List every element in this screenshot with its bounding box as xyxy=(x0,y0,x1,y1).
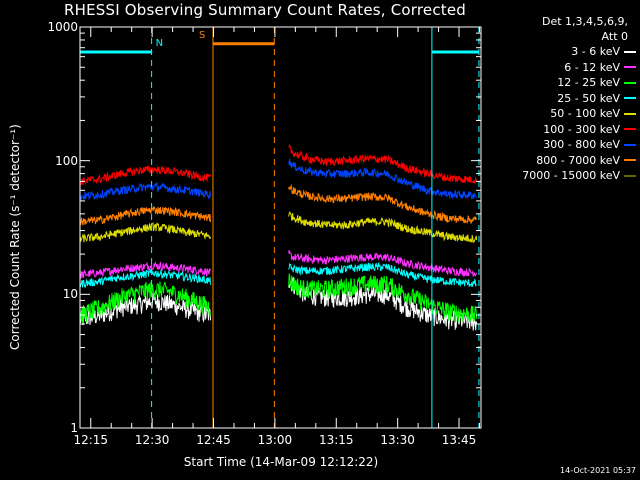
series-line-25-50keV-seg0 xyxy=(79,269,211,289)
legend-entry-label: 50 - 100 keV xyxy=(550,107,620,121)
series-line-300-800keV-seg0 xyxy=(79,181,211,201)
series-line-100-300keV-seg0 xyxy=(79,165,211,186)
legend-swatch xyxy=(624,66,636,69)
legend-swatch xyxy=(624,97,636,100)
y-tick-label: 10 xyxy=(62,287,78,302)
x-axis-label: Start Time (14-Mar-09 12:12:22) xyxy=(183,455,379,469)
flag-label-S: S xyxy=(198,29,206,41)
series-line-50-100keV-seg0 xyxy=(79,221,211,243)
series-line-25-50keV-seg1 xyxy=(288,261,478,287)
x-tick-label: 13:15 xyxy=(318,433,354,447)
series-line-6-12keV-seg0 xyxy=(79,261,211,280)
chart-title: RHESSI Observing Summary Count Rates, Co… xyxy=(63,1,466,19)
flag-label-N: N xyxy=(155,38,164,49)
y-tick-label: 1000 xyxy=(47,20,78,34)
legend-swatch xyxy=(624,159,636,162)
legend-entry-label: 25 - 50 keV xyxy=(557,91,620,105)
legend-entry-label: 100 - 300 keV xyxy=(543,122,620,136)
legend-entry: 12 - 25 keV xyxy=(484,75,636,91)
legend-entries: 3 - 6 keV 6 - 12 keV 12 - 25 keV 25 - 50 ke… xyxy=(484,44,636,184)
legend-swatch xyxy=(624,143,636,146)
legend-entry: 100 - 300 keV xyxy=(484,122,636,138)
series-line-12-25keV-seg0 xyxy=(79,281,211,324)
series-line-12-25keV-seg1 xyxy=(288,273,478,323)
legend-entry-label: 300 - 800 keV xyxy=(543,138,620,152)
x-tick-label: 12:45 xyxy=(196,433,231,447)
y-tick-label: 1 xyxy=(70,421,78,435)
legend-entry: 300 - 800 keV xyxy=(484,137,636,153)
legend-entry-label: 800 - 7000 keV xyxy=(536,153,620,167)
legend-entry: 3 - 6 keV xyxy=(484,44,636,60)
legend-swatch xyxy=(624,50,636,53)
y-tick-label: 100 xyxy=(55,153,78,168)
plot-frame xyxy=(79,26,482,429)
legend-entry-label: 6 - 12 keV xyxy=(564,60,620,74)
legend-header-detectors: Det 1,3,4,5,6,9, xyxy=(541,15,628,28)
legend-entry: 800 - 7000 keV xyxy=(484,153,636,169)
series-line-3-6keV-seg0 xyxy=(79,292,211,326)
series-line-6-12keV-seg1 xyxy=(288,249,478,278)
legend-entry: 7000 - 15000 keV xyxy=(484,168,636,184)
legend-entry: 25 - 50 keV xyxy=(484,91,636,107)
legend-entry-label: 3 - 6 keV xyxy=(571,45,620,59)
legend-entry-label: 7000 - 15000 keV xyxy=(522,169,620,183)
series-line-800-7000keV-seg0 xyxy=(79,205,211,226)
legend-swatch xyxy=(624,81,636,84)
legend-swatch xyxy=(624,128,636,131)
x-tick-label: 13:00 xyxy=(257,433,293,447)
legend: Det 1,3,4,5,6,9, Att 0 3 - 6 keV 6 - 12 k… xyxy=(484,14,636,184)
generated-timestamp: 14-Oct-2021 05:37 xyxy=(560,466,636,475)
y-axis-label: Corrected Count Rate (s⁻¹ detector⁻¹) xyxy=(8,124,22,350)
x-tick-label: 13:45 xyxy=(441,433,477,447)
x-tick-label: 13:30 xyxy=(380,433,415,447)
series-line-800-7000keV-seg1 xyxy=(288,183,478,224)
legend-header-attenuator: Att 0 xyxy=(601,30,628,43)
legend-swatch xyxy=(624,112,636,115)
x-tick-label: 12:15 xyxy=(73,433,109,447)
legend-entry: 50 - 100 keV xyxy=(484,106,636,122)
legend-swatch xyxy=(624,174,636,177)
legend-entry-label: 12 - 25 keV xyxy=(557,76,620,90)
series-line-300-800keV-seg1 xyxy=(288,158,478,200)
series-line-100-300keV-seg1 xyxy=(288,143,477,184)
legend-entry: 6 - 12 keV xyxy=(484,60,636,76)
x-tick-label: 12:30 xyxy=(134,433,170,447)
series-line-50-100keV-seg1 xyxy=(288,211,478,244)
